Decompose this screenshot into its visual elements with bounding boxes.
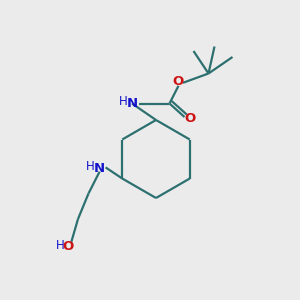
Text: H: H xyxy=(119,95,128,108)
Text: H: H xyxy=(86,160,95,173)
Text: O: O xyxy=(184,112,196,125)
Text: H: H xyxy=(56,238,64,252)
Text: N: N xyxy=(127,97,138,110)
Text: O: O xyxy=(172,75,184,88)
Text: N: N xyxy=(94,161,105,175)
Text: O: O xyxy=(63,240,74,253)
